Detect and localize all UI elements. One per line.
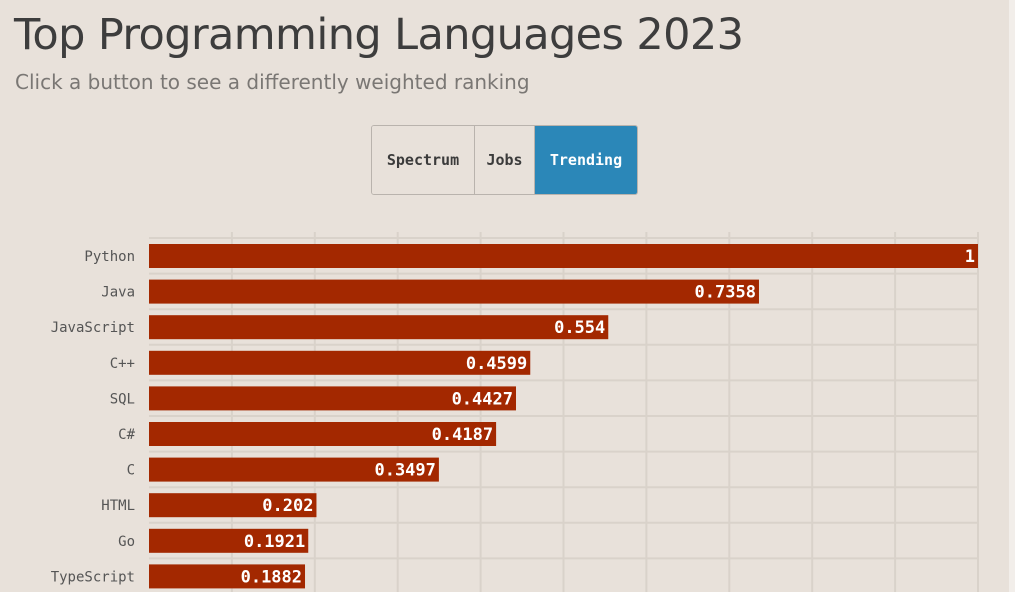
category-label: Python: [84, 249, 135, 265]
category-label: HTML: [101, 498, 135, 514]
category-label: C: [127, 463, 135, 479]
category-label: Java: [101, 285, 135, 301]
category-label: JavaScript: [51, 320, 135, 336]
value-label: 0.4599: [466, 354, 527, 374]
category-label: Go: [118, 534, 135, 550]
trending-button[interactable]: Trending: [535, 126, 637, 194]
page-subtitle: Click a button to see a differently weig…: [15, 70, 530, 94]
bar-c-[interactable]: [149, 350, 531, 375]
value-label: 0.554: [554, 318, 605, 338]
value-label: 0.1921: [244, 532, 305, 552]
bar-javascript[interactable]: [149, 315, 609, 340]
value-label: 0.7358: [695, 283, 756, 303]
value-label: 0.4187: [432, 425, 493, 445]
bar-typescript[interactable]: [149, 564, 306, 589]
category-label: C#: [118, 427, 135, 443]
bar-html[interactable]: [149, 493, 317, 518]
page-edge: [1009, 0, 1015, 592]
bar-c[interactable]: [149, 457, 439, 482]
bar-go[interactable]: [149, 528, 309, 553]
bar-sql[interactable]: [149, 386, 516, 411]
category-label: C++: [110, 356, 135, 372]
category-label: SQL: [110, 391, 135, 407]
page-title: Top Programming Languages 2023: [14, 10, 744, 60]
jobs-button[interactable]: Jobs: [475, 126, 535, 194]
value-label: 1: [965, 247, 975, 267]
ranking-button-group: Spectrum Jobs Trending: [371, 125, 638, 195]
bar-python[interactable]: [149, 244, 978, 268]
value-label: 0.202: [262, 496, 313, 516]
category-label: TypeScript: [51, 569, 135, 585]
bar-java[interactable]: [149, 279, 759, 304]
value-label: 0.4427: [452, 389, 513, 409]
value-label: 0.3497: [374, 461, 435, 481]
bar-c-[interactable]: [149, 422, 497, 446]
value-label: 0.1882: [241, 567, 302, 587]
spectrum-button[interactable]: Spectrum: [372, 126, 475, 194]
